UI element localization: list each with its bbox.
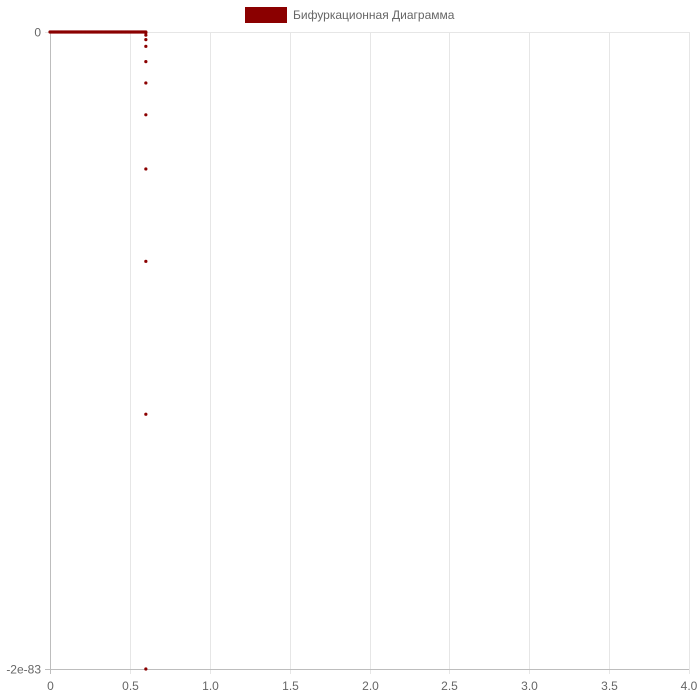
data-point <box>144 44 148 48</box>
x-tick-label: 3.0 <box>521 679 538 693</box>
data-point <box>144 412 148 416</box>
data-point <box>144 667 148 671</box>
x-tick-label: 4.0 <box>681 679 698 693</box>
data-point <box>144 113 148 117</box>
x-tick-label: 2.5 <box>441 679 458 693</box>
data-point <box>144 60 148 64</box>
data-point <box>144 38 148 42</box>
x-tick-label: 1.5 <box>282 679 299 693</box>
x-tick-label: 2.0 <box>362 679 379 693</box>
data-point <box>144 31 148 35</box>
x-tick-label: 1.0 <box>202 679 219 693</box>
x-tick-label: 0 <box>47 679 54 693</box>
legend-swatch <box>245 7 287 23</box>
y-tick-label: -2e-83 <box>6 663 41 677</box>
data-point <box>144 33 148 37</box>
x-tick-label: 0.5 <box>122 679 139 693</box>
x-tick-label: 3.5 <box>601 679 618 693</box>
data-point <box>144 259 148 263</box>
legend-label: Бифуркационная Диаграмма <box>293 8 455 22</box>
data-point <box>144 167 148 171</box>
y-tick-label: 0 <box>34 26 41 40</box>
data-point <box>144 81 148 85</box>
legend[interactable]: Бифуркационная Диаграмма <box>245 7 454 23</box>
